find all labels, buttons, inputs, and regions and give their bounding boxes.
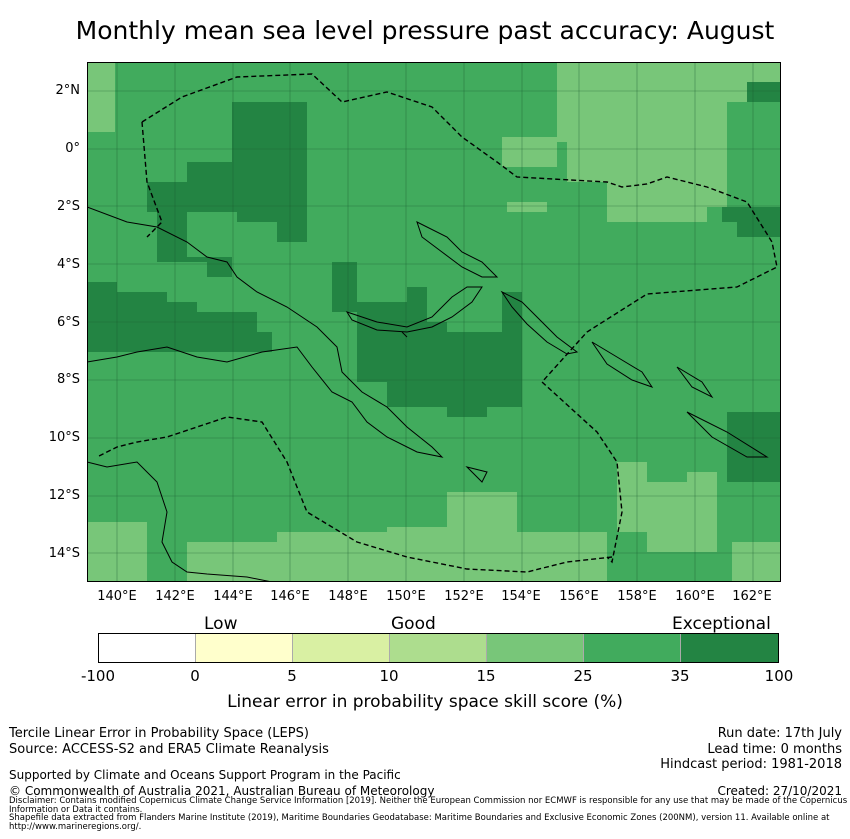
x-tick-162e: 162°E [732, 589, 772, 604]
coastlines [87, 206, 769, 582]
chart-title: Monthly mean sea level pressure past acc… [75, 16, 775, 45]
x-tick-150e: 150°E [386, 589, 426, 604]
y-tick-2n: 2°N [55, 83, 81, 98]
footer-source: Source: ACCESS-S2 and ERA5 Climate Reana… [9, 742, 329, 757]
graticule [87, 62, 781, 582]
x-tick-158e: 158°E [617, 589, 657, 604]
footer-run-date: Run date: 17th July [717, 726, 842, 741]
colorbar-tick: 15 [476, 667, 496, 685]
footer-shapefile: Shapefile data extracted from Flanders M… [9, 813, 830, 832]
colorbar-segment [584, 634, 681, 662]
footer-method: Tercile Linear Error in Probability Spac… [9, 726, 309, 741]
footer-support: Supported by Climate and Oceans Support … [9, 768, 401, 782]
x-tick-152e: 152°E [444, 589, 484, 604]
x-tick-146e: 146°E [270, 589, 310, 604]
x-tick-160e: 160°E [675, 589, 715, 604]
colorbar-segment [390, 634, 487, 662]
skill-score-map [87, 62, 781, 582]
colorbar-tick: 35 [670, 667, 690, 685]
y-tick-0: 0° [65, 141, 80, 156]
category-exceptional: Exceptional [672, 614, 771, 634]
colorbar-tick: 0 [190, 667, 200, 685]
colorbar-segment [681, 634, 778, 662]
colorbar-tick: -100 [80, 667, 116, 685]
colorbar-tick: 100 [764, 667, 794, 685]
eez-boundaries [96, 73, 778, 573]
colorbar [98, 633, 779, 663]
footer-lead-time: Lead time: 0 months [707, 742, 842, 757]
x-tick-140e: 140°E [97, 589, 137, 604]
x-tick-142e: 142°E [155, 589, 195, 604]
footer-disclaimer: Disclaimer: Contains modified Copernicus… [9, 796, 848, 815]
colorbar-label: Linear error in probability space skill … [227, 692, 623, 712]
y-tick-2s: 2°S [56, 199, 80, 214]
x-tick-154e: 154°E [501, 589, 541, 604]
colorbar-segment [487, 634, 584, 662]
colorbar-tick: 25 [573, 667, 593, 685]
y-tick-12s: 12°S [48, 488, 80, 503]
skill-region-35-100 [87, 82, 781, 482]
skill-region-15-25 [87, 62, 781, 582]
colorbar-tick: 5 [287, 667, 297, 685]
map-canvas [87, 62, 781, 582]
x-tick-144e: 144°E [213, 589, 253, 604]
colorbar-segment [196, 634, 293, 662]
colorbar-segment [293, 634, 390, 662]
y-tick-4s: 4°S [56, 257, 80, 272]
colorbar-segment [99, 634, 196, 662]
category-good: Good [391, 614, 436, 634]
category-low: Low [204, 614, 238, 634]
y-tick-6s: 6°S [56, 315, 80, 330]
footer-hindcast: Hindcast period: 1981-2018 [660, 757, 842, 772]
footer-created: Created: 27/10/2021 [717, 784, 842, 798]
y-tick-10s: 10°S [48, 430, 80, 445]
x-tick-156e: 156°E [559, 589, 599, 604]
y-tick-8s: 8°S [56, 372, 80, 387]
y-tick-14s: 14°S [48, 546, 80, 561]
colorbar-tick: 10 [379, 667, 399, 685]
footer-copyright: © Commonwealth of Australia 2021, Austra… [9, 784, 435, 798]
x-tick-148e: 148°E [328, 589, 368, 604]
